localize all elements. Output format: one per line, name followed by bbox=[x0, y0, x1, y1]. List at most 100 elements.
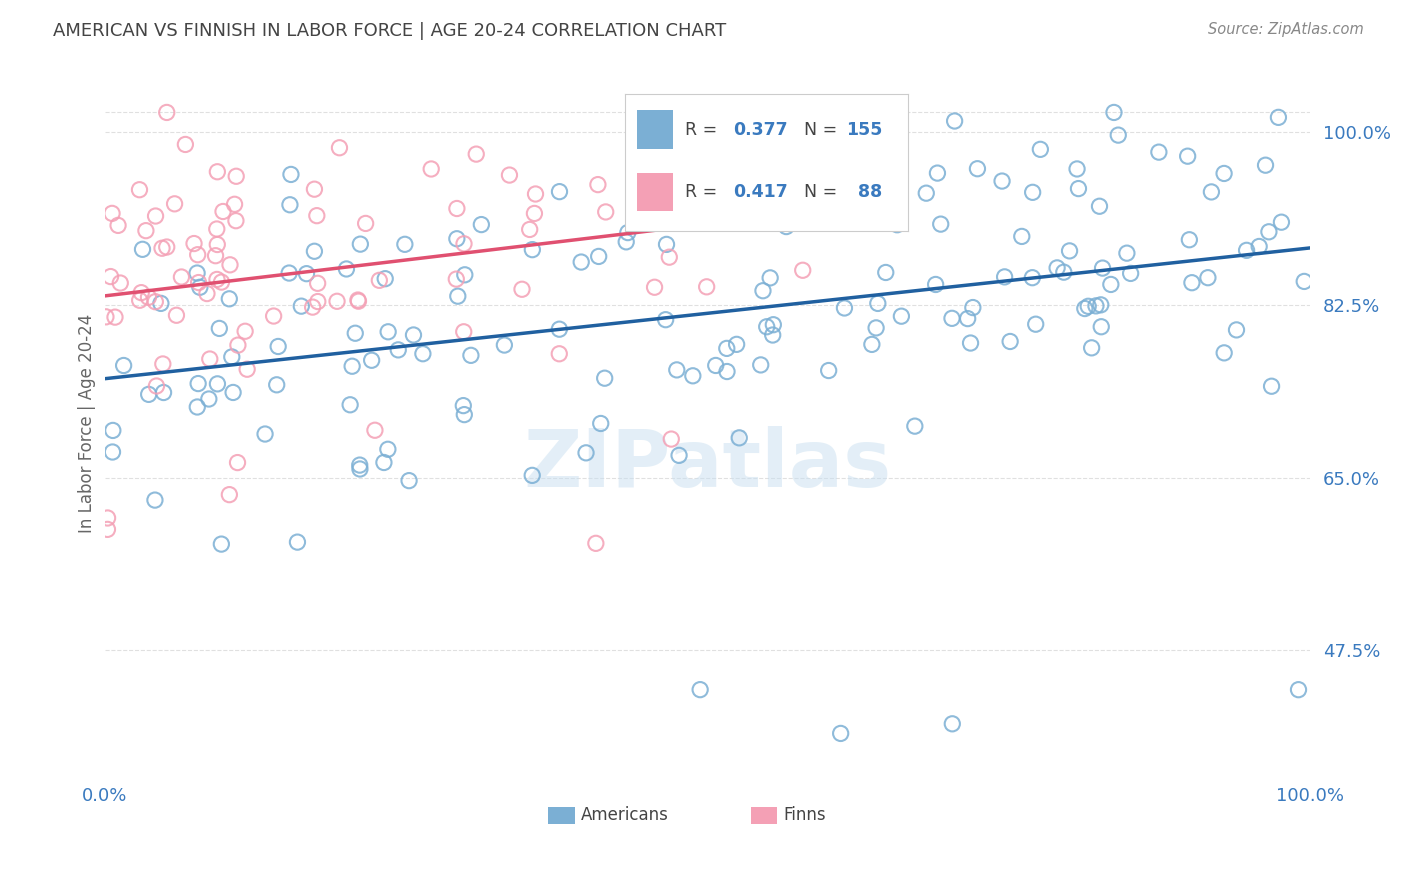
Point bbox=[307, 277, 329, 291]
Point bbox=[129, 285, 152, 300]
Point bbox=[209, 537, 232, 551]
Point bbox=[152, 357, 174, 371]
Point bbox=[668, 448, 690, 462]
Point bbox=[835, 151, 858, 165]
Point bbox=[720, 124, 742, 138]
Point bbox=[924, 277, 946, 292]
Point bbox=[762, 318, 785, 332]
Point bbox=[101, 424, 124, 438]
Point bbox=[1102, 105, 1125, 120]
Point bbox=[1197, 270, 1219, 285]
Point bbox=[966, 161, 988, 176]
Point bbox=[519, 222, 541, 236]
Point bbox=[394, 237, 416, 252]
Point bbox=[156, 105, 179, 120]
Point bbox=[96, 522, 118, 536]
Point bbox=[860, 337, 883, 351]
Point bbox=[682, 368, 704, 383]
Point bbox=[870, 204, 893, 219]
Point bbox=[368, 273, 391, 287]
Point bbox=[198, 351, 221, 366]
Point bbox=[145, 209, 167, 223]
Point bbox=[1257, 225, 1279, 239]
Point bbox=[524, 186, 547, 201]
Point bbox=[755, 159, 778, 173]
Point bbox=[236, 362, 259, 376]
Point bbox=[101, 445, 124, 459]
Point bbox=[295, 267, 318, 281]
Point bbox=[593, 371, 616, 385]
Point bbox=[263, 309, 285, 323]
Point bbox=[1178, 233, 1201, 247]
Point bbox=[107, 219, 129, 233]
Point bbox=[716, 365, 738, 379]
Point bbox=[138, 387, 160, 401]
Point bbox=[225, 169, 247, 184]
Point bbox=[110, 276, 132, 290]
Point bbox=[1090, 319, 1112, 334]
Point bbox=[170, 270, 193, 285]
Point bbox=[830, 726, 852, 740]
Point bbox=[374, 271, 396, 285]
Point bbox=[1067, 181, 1090, 195]
Point bbox=[728, 431, 751, 445]
Point bbox=[446, 272, 468, 286]
Point bbox=[187, 248, 209, 262]
Point bbox=[373, 455, 395, 469]
Point bbox=[233, 324, 256, 338]
Point bbox=[402, 328, 425, 343]
Point bbox=[304, 182, 326, 196]
Point bbox=[1066, 161, 1088, 176]
Point bbox=[143, 294, 166, 309]
Point bbox=[1254, 158, 1277, 172]
Point bbox=[212, 204, 235, 219]
Text: Source: ZipAtlas.com: Source: ZipAtlas.com bbox=[1208, 22, 1364, 37]
Point bbox=[278, 198, 301, 212]
Point bbox=[207, 165, 229, 179]
Point bbox=[304, 244, 326, 259]
Point bbox=[254, 427, 277, 442]
Point bbox=[208, 321, 231, 335]
Point bbox=[755, 319, 778, 334]
Point bbox=[198, 392, 221, 406]
Point bbox=[112, 359, 135, 373]
Point bbox=[716, 342, 738, 356]
Point bbox=[219, 258, 242, 272]
Point bbox=[654, 312, 676, 326]
Point bbox=[817, 363, 839, 377]
Point bbox=[287, 535, 309, 549]
Point bbox=[165, 308, 187, 322]
Point bbox=[548, 185, 571, 199]
Point bbox=[145, 379, 167, 393]
Point bbox=[465, 147, 488, 161]
Point bbox=[1267, 111, 1289, 125]
Point bbox=[224, 197, 246, 211]
Point bbox=[152, 385, 174, 400]
Point bbox=[340, 359, 363, 374]
Point bbox=[1011, 229, 1033, 244]
Point bbox=[659, 432, 682, 446]
Point bbox=[1029, 142, 1052, 156]
Point bbox=[617, 226, 640, 240]
Point bbox=[824, 181, 846, 195]
Point bbox=[354, 216, 377, 230]
Point bbox=[689, 682, 711, 697]
Point bbox=[865, 321, 887, 335]
Point bbox=[211, 275, 233, 289]
Y-axis label: In Labor Force | Age 20-24: In Labor Force | Age 20-24 bbox=[79, 314, 96, 533]
Point bbox=[890, 309, 912, 323]
Point bbox=[344, 326, 367, 341]
Point bbox=[204, 249, 226, 263]
Point bbox=[221, 350, 243, 364]
Point bbox=[280, 168, 302, 182]
Point bbox=[186, 266, 208, 280]
Point bbox=[225, 213, 247, 227]
Point bbox=[915, 186, 938, 201]
Point bbox=[1021, 186, 1043, 200]
Point bbox=[494, 338, 516, 352]
Point bbox=[307, 294, 329, 309]
Point bbox=[453, 236, 475, 251]
Point bbox=[195, 286, 218, 301]
Bar bbox=[751, 806, 778, 824]
Point bbox=[821, 142, 844, 156]
